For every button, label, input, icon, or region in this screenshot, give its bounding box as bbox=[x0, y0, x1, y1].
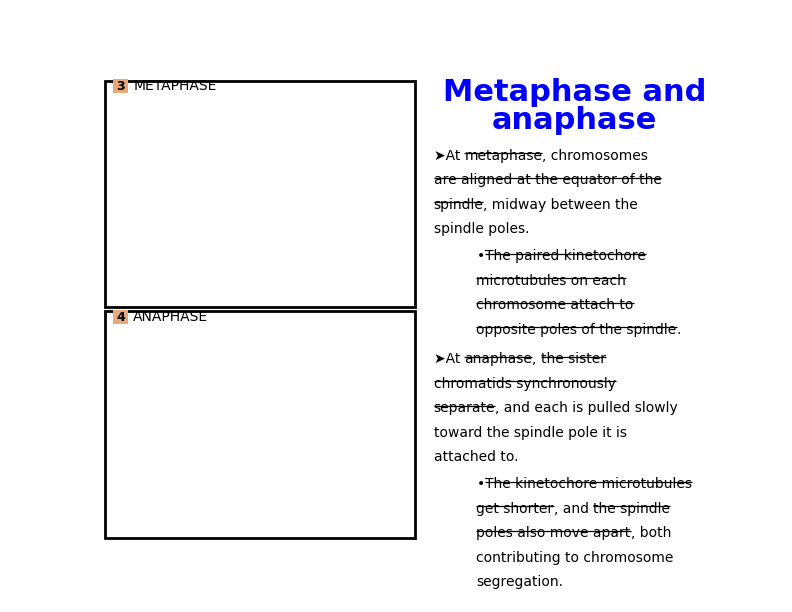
Text: ,: , bbox=[532, 353, 541, 366]
Text: •: • bbox=[477, 249, 485, 263]
Text: poles also move apart: poles also move apart bbox=[477, 526, 630, 540]
Text: The kinetochore microtubules: The kinetochore microtubules bbox=[485, 477, 691, 491]
Text: spindle poles.: spindle poles. bbox=[433, 222, 529, 236]
Text: , and each is pulled slowly: , and each is pulled slowly bbox=[495, 401, 678, 415]
FancyBboxPatch shape bbox=[112, 79, 128, 93]
Text: the spindle: the spindle bbox=[593, 502, 670, 516]
Text: toward the spindle pole it is: toward the spindle pole it is bbox=[433, 426, 626, 440]
Text: are aligned at the equator of the: are aligned at the equator of the bbox=[433, 173, 661, 187]
Text: chromosome attach to: chromosome attach to bbox=[477, 298, 634, 312]
Text: metaphase: metaphase bbox=[464, 149, 543, 163]
Text: segregation.: segregation. bbox=[477, 575, 563, 589]
Text: anaphase: anaphase bbox=[464, 353, 532, 366]
Text: ANAPHASE: ANAPHASE bbox=[133, 310, 208, 324]
Text: The paired kinetochore: The paired kinetochore bbox=[485, 249, 645, 263]
Text: , both: , both bbox=[630, 526, 671, 540]
Text: microtubules on each: microtubules on each bbox=[477, 274, 626, 288]
Text: anaphase: anaphase bbox=[492, 106, 657, 135]
Text: METAPHASE: METAPHASE bbox=[133, 79, 217, 93]
Text: spindle: spindle bbox=[433, 198, 483, 212]
Text: .: . bbox=[676, 323, 681, 337]
Text: get shorter: get shorter bbox=[477, 502, 554, 516]
Text: ➤At: ➤At bbox=[433, 353, 464, 366]
Text: , chromosomes: , chromosomes bbox=[543, 149, 648, 163]
Text: 3: 3 bbox=[116, 80, 125, 92]
FancyBboxPatch shape bbox=[112, 310, 128, 324]
Text: opposite poles of the spindle: opposite poles of the spindle bbox=[477, 323, 676, 337]
Text: contributing to chromosome: contributing to chromosome bbox=[477, 551, 674, 565]
Text: , and: , and bbox=[554, 502, 593, 516]
Text: ➤At: ➤At bbox=[433, 149, 464, 163]
FancyBboxPatch shape bbox=[105, 81, 415, 307]
Text: chromatids synchronously: chromatids synchronously bbox=[433, 377, 615, 390]
Text: the sister: the sister bbox=[541, 353, 606, 366]
Text: Metaphase and: Metaphase and bbox=[443, 78, 706, 106]
Text: , midway between the: , midway between the bbox=[483, 198, 638, 212]
FancyBboxPatch shape bbox=[105, 312, 415, 537]
Text: 4: 4 bbox=[116, 310, 125, 324]
Text: attached to.: attached to. bbox=[433, 450, 518, 465]
Text: separate: separate bbox=[433, 401, 495, 415]
Text: •: • bbox=[477, 477, 485, 491]
